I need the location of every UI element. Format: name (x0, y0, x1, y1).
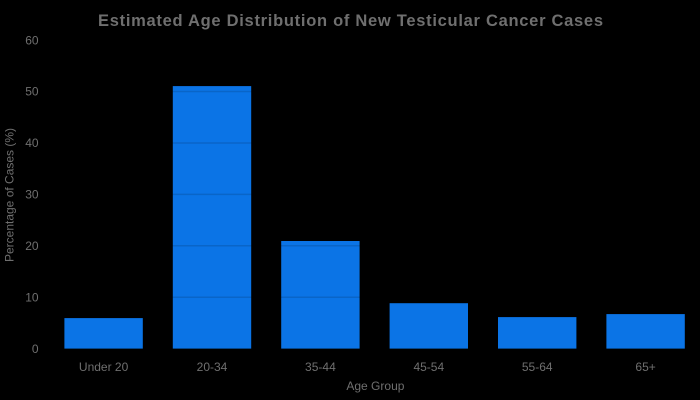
svg-text:20: 20 (25, 239, 39, 253)
svg-text:Age Group: Age Group (346, 379, 404, 393)
svg-text:60: 60 (25, 33, 39, 47)
svg-text:55-64: 55-64 (522, 360, 553, 374)
svg-text:0: 0 (32, 342, 39, 356)
svg-text:Percentage of Cases (%): Percentage of Cases (%) (2, 128, 16, 262)
svg-text:35-44: 35-44 (305, 360, 336, 374)
svg-text:10: 10 (25, 290, 39, 304)
svg-text:45-54: 45-54 (413, 360, 444, 374)
svg-text:20-34: 20-34 (197, 360, 228, 374)
svg-text:40: 40 (25, 136, 39, 150)
svg-text:50: 50 (25, 85, 39, 99)
svg-text:65+: 65+ (635, 360, 655, 374)
svg-text:Under 20: Under 20 (79, 360, 129, 374)
svg-text:30: 30 (25, 188, 39, 202)
svg-text:Estimated Age Distribution of: Estimated Age Distribution of New Testic… (98, 12, 603, 30)
